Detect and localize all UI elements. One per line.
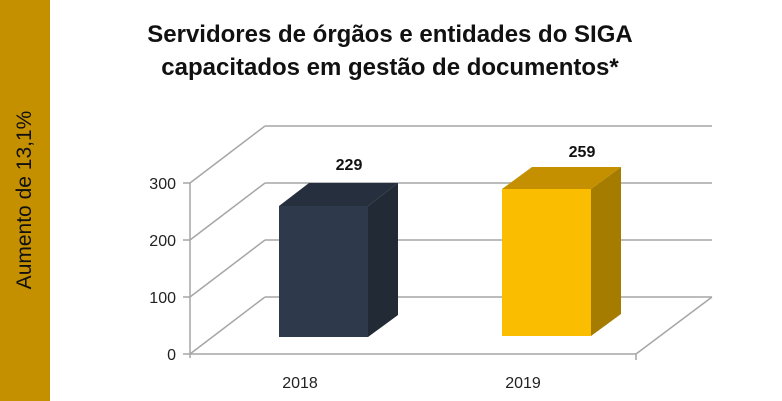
chart-title: Servidores de órgãos e entidades do SIGA…	[147, 21, 633, 81]
data-label-2018: 229	[336, 157, 363, 174]
y-tick-0: 0	[167, 347, 176, 364]
bar-2019	[502, 167, 621, 336]
x-label-2019: 2019	[505, 375, 541, 392]
increase-sidebar: Aumento de 13,1%	[0, 0, 50, 401]
data-label-2019: 259	[569, 144, 596, 161]
x-label-2018: 2018	[282, 375, 318, 392]
y-tick-100: 100	[149, 290, 176, 307]
y-tick-300: 300	[149, 176, 176, 193]
bar-2018	[279, 183, 398, 337]
y-tick-200: 200	[149, 233, 176, 250]
gridlines	[183, 125, 713, 360]
